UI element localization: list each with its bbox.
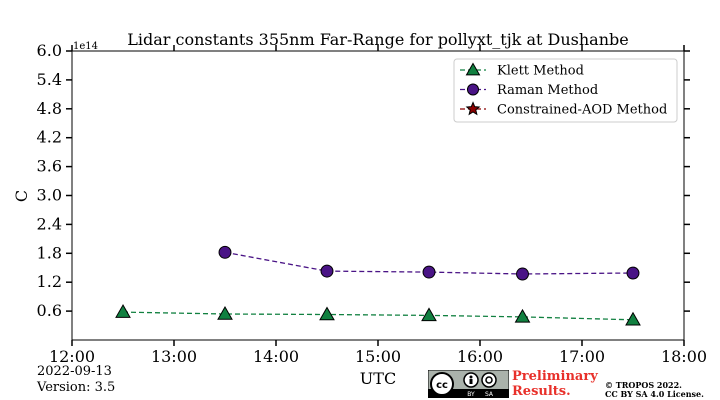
sa-text: SA: [485, 391, 494, 398]
y-tick-label: 6.0: [37, 41, 62, 60]
x-tick-label: 14:00: [253, 347, 299, 366]
legend-box: [453, 58, 678, 123]
x-tick-label: 17:00: [559, 347, 605, 366]
by-icon-head: [469, 375, 473, 379]
copyright-line2: CC BY SA 4.0 License.: [605, 389, 704, 399]
cc-icon-text: cc: [436, 380, 448, 391]
footer-version: Version: 3.5: [37, 380, 116, 395]
y-tick-label: 1.2: [37, 272, 62, 291]
x-tick-label: 15:00: [355, 347, 401, 366]
footer-date: 2022-09-13: [37, 364, 112, 379]
sa-icon-arrow: [485, 376, 493, 384]
legend-label-raman-method: Raman Method: [497, 83, 598, 98]
y-axis: 6.0 5.4 4.8 4.2 3.6 3.0 2.4 1.8 1.2 0.6: [37, 41, 690, 320]
klett-method-line: [122, 311, 634, 321]
preliminary-line1: Preliminary: [512, 369, 598, 384]
legend-label-constrained-aod-method: Constrained-AOD Method: [497, 103, 667, 118]
y-tick-label: 3.6: [37, 157, 62, 176]
klett-method-point: [514, 308, 531, 323]
sa-icon: [481, 372, 497, 388]
klett-method-point: [421, 307, 437, 322]
legend: Klett Method Raman Method Constrained-AOD …: [453, 58, 678, 123]
x-tick-label: 18:00: [661, 347, 707, 366]
y-tick-label: 5.4: [37, 70, 62, 89]
copyright-notice: © TROPOS 2022. CC BY SA 4.0 License.: [605, 381, 704, 399]
klett-method-point: [319, 306, 335, 321]
klett-method-point: [625, 311, 641, 326]
cc-icon: [430, 372, 454, 396]
x-tick-label: 13:00: [151, 347, 197, 366]
legend-label-klett-method: Klett Method: [497, 64, 584, 79]
series-layer: [115, 245, 641, 326]
raman-method-point: [626, 266, 640, 280]
by-text: BY: [467, 391, 475, 398]
x-tick-label: 12:00: [49, 347, 95, 366]
legend-marker-constrained-aod-method: [465, 101, 481, 116]
klett-method-point: [217, 305, 233, 320]
by-icon-body: [469, 379, 473, 384]
raman-method-point: [516, 267, 529, 281]
raman-method-line: [224, 251, 634, 275]
raman-method-point: [218, 245, 232, 259]
y-tick-label: 4.2: [37, 128, 62, 147]
legend-marker-raman-method: [466, 83, 480, 96]
y-axis-label: C: [12, 190, 31, 202]
x-axis-label: UTC: [360, 369, 396, 388]
legend-marker-klett-method: [465, 62, 481, 76]
y-tick-label: 2.4: [37, 214, 62, 233]
copyright-line1: © TROPOS 2022.: [605, 380, 682, 390]
klett-method-point: [115, 304, 131, 318]
x-tick-label: 16:00: [457, 347, 503, 366]
preliminary-line2: Results.: [512, 384, 571, 399]
cc-license-badge: cc BY SA: [428, 370, 509, 398]
raman-method-point: [320, 264, 334, 278]
y-tick-label: 1.8: [37, 243, 62, 262]
preliminary-notice: Preliminary Results.: [512, 369, 598, 399]
raman-method-point: [422, 265, 436, 279]
y-tick-label: 4.8: [37, 99, 62, 118]
y-tick-label: 3.0: [37, 186, 62, 205]
x-axis: 12:00 13:00 14:00 15:00 16:00 17:00 18:00: [49, 45, 707, 366]
chart-title: Lidar constants 355nm Far-Range for poll…: [127, 30, 628, 49]
y-multiplier: 1e14: [73, 41, 98, 52]
y-tick-label: 0.6: [37, 301, 62, 320]
